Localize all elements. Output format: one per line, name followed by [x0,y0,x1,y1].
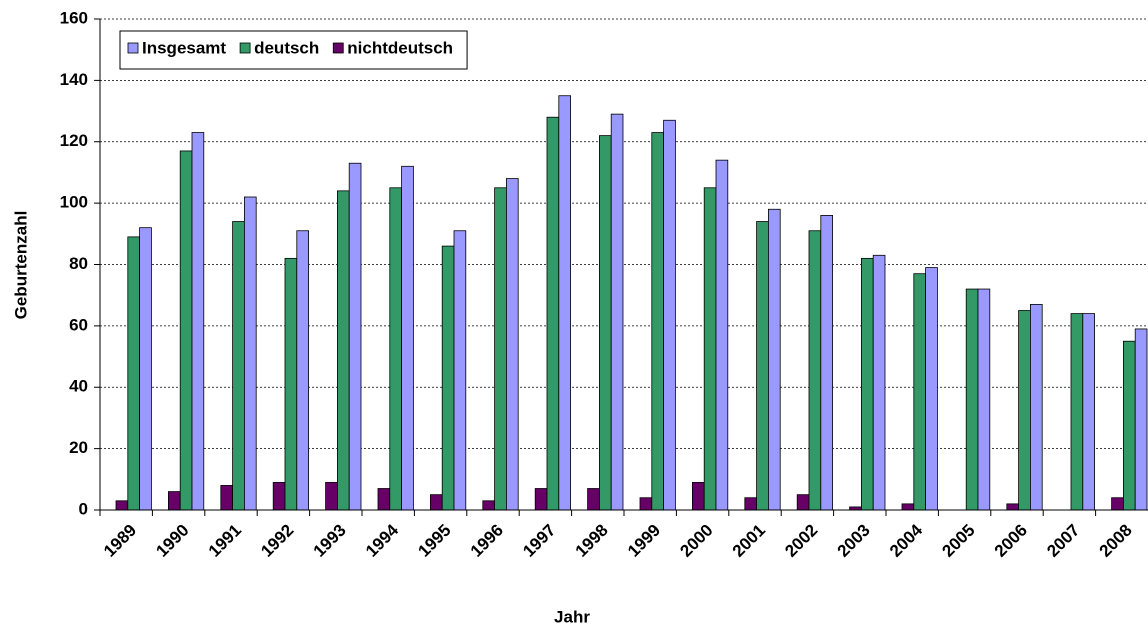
x-tick-label: 1995 [414,521,454,561]
x-tick-label: 2001 [729,521,769,561]
bar [1030,303,1043,511]
bar [1082,313,1096,511]
bar [534,488,548,511]
bar [284,257,298,511]
bar [377,488,391,511]
legend-label: deutsch [254,38,319,57]
bar [336,190,350,511]
bar [296,230,309,511]
bar [610,113,624,511]
bar [913,273,926,511]
bar [796,494,810,511]
bar [1018,310,1031,511]
bar [272,481,286,511]
x-tick-label: 2004 [886,520,927,561]
bar [389,187,402,511]
bar [599,135,612,511]
x-tick-label: 2003 [834,521,874,561]
x-axis-label: Jahr [554,607,590,626]
y-tick-label: 160 [60,8,88,27]
legend-swatch [332,42,344,54]
bar [453,230,467,511]
y-tick-label: 0 [79,499,88,518]
bar [220,485,234,511]
x-tick-label: 1990 [152,521,192,561]
bar [232,221,245,511]
x-tick-label: 2005 [938,521,978,561]
bar [167,491,181,511]
bar [482,500,495,511]
x-tick-label: 1989 [100,521,140,561]
x-tick-label: 2006 [991,521,1031,561]
bar [651,132,664,511]
bar [808,230,822,511]
x-tick-label: 2000 [676,521,716,561]
bar [744,497,757,511]
bar [925,267,938,511]
x-tick-label: 1999 [624,521,664,561]
bar [1123,340,1136,511]
bar [1134,328,1148,511]
legend-label: Insgesamt [142,38,226,57]
bar [965,288,979,511]
bar [861,257,874,511]
bar [139,227,152,511]
y-tick-label: 80 [69,254,88,273]
bar [1006,503,1019,511]
bar [768,208,781,511]
y-tick-label: 140 [60,70,88,89]
bar [191,132,205,511]
bar [429,494,443,511]
x-tick-label: 1992 [257,521,297,561]
bar [1111,497,1124,511]
bar [901,503,915,511]
bar [505,178,519,511]
bar [494,187,507,511]
bar [115,500,129,511]
bar [179,150,193,511]
bar [977,288,991,511]
y-tick-label: 100 [60,193,88,212]
legend: Insgesamt deutsch nichtdeutsch [119,30,468,70]
x-tick-label: 1994 [362,520,403,561]
x-tick-label: 2007 [1043,521,1083,561]
legend-label: nichtdeutsch [347,38,453,57]
bar [820,214,833,511]
bar [546,116,560,511]
y-tick-label: 120 [60,131,88,150]
bar [127,236,141,511]
y-tick-label: 60 [69,315,88,334]
x-tick-label: 1997 [519,521,559,561]
x-tick-label: 2002 [781,521,821,561]
x-tick-label: 1991 [205,521,245,561]
bar [756,221,769,511]
bar [715,159,729,511]
bar [639,497,653,511]
x-tick-label: 1993 [310,521,350,561]
bar [1070,313,1084,511]
bar [348,162,362,511]
x-tick-label: 2008 [1096,521,1136,561]
legend-box [119,30,468,70]
legend-swatch [127,42,139,54]
y-axis-label: Geburtenzahl [11,211,30,320]
bar [401,165,414,511]
y-tick-label: 20 [69,438,88,457]
x-tick-label: 1996 [467,521,507,561]
x-tick-label: 1998 [572,521,612,561]
bar [558,95,571,511]
bar [703,187,717,511]
legend-swatch [239,42,251,54]
y-tick-label: 40 [69,377,88,396]
bar [441,245,455,511]
bar [325,481,338,511]
bar [243,196,257,511]
bar [587,488,600,511]
bar [663,119,676,511]
bar [692,481,705,511]
bar [872,254,886,511]
